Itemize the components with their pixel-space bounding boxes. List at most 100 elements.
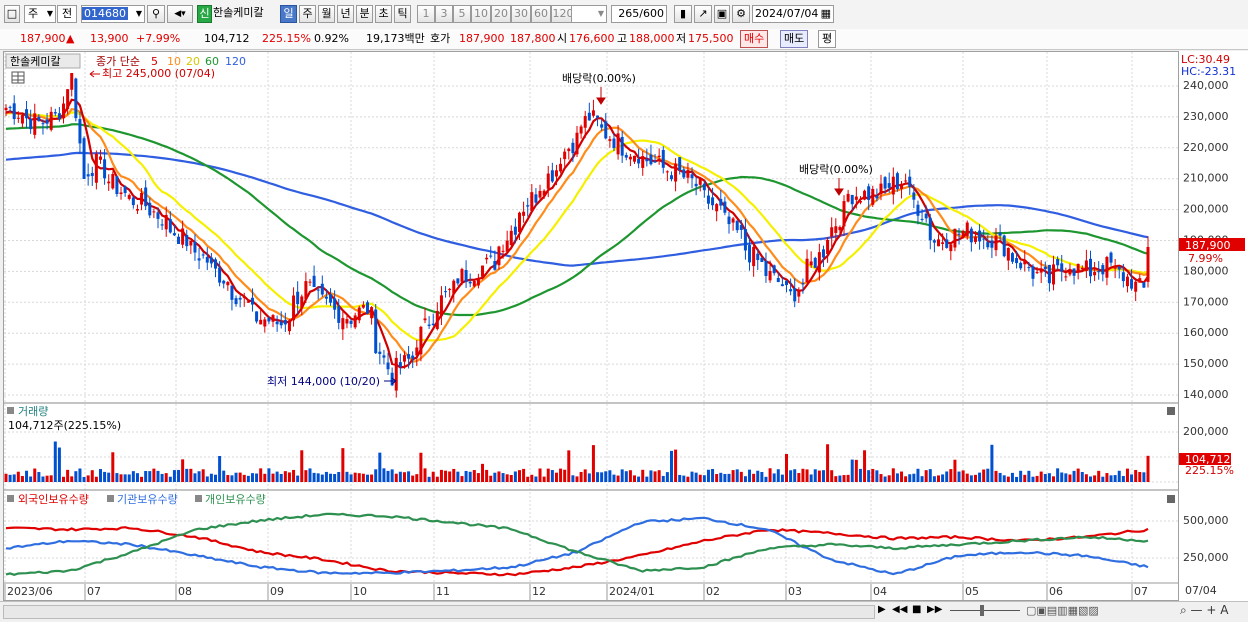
candle-body bbox=[1084, 260, 1088, 271]
draw-icon[interactable]: ↗ bbox=[694, 5, 712, 23]
prev-button[interactable]: 전 bbox=[57, 5, 77, 23]
interval-button[interactable]: 60 bbox=[531, 5, 551, 23]
volume-bar bbox=[156, 470, 160, 482]
volume-bar bbox=[238, 472, 242, 482]
volume-bar bbox=[793, 469, 797, 482]
candle-body bbox=[497, 246, 501, 266]
volume-bar bbox=[201, 469, 205, 482]
tab-period-6[interactable]: 틱 bbox=[394, 5, 411, 23]
volume-bar bbox=[49, 475, 53, 482]
volume-bar bbox=[218, 455, 222, 482]
panel-close-icon[interactable] bbox=[1167, 495, 1175, 503]
speaker-icon[interactable]: ◀▾ bbox=[167, 5, 193, 23]
volume-bar bbox=[579, 471, 583, 482]
scroll-bar[interactable]: ▶ ◀◀ ■ ▶▶ ▢▣▤▥▦▧▨ ⌕ — + A bbox=[0, 601, 1248, 622]
volume-bar bbox=[378, 452, 382, 482]
candle-body bbox=[579, 126, 583, 134]
volume-bar bbox=[559, 468, 563, 482]
scroll-track[interactable] bbox=[3, 605, 875, 619]
interval-button[interactable]: 10 bbox=[471, 5, 491, 23]
interval-input[interactable]: ▼ bbox=[571, 5, 607, 23]
interval-button[interactable]: 30 bbox=[511, 5, 531, 23]
candle-body bbox=[115, 176, 119, 195]
interval-button[interactable]: 1 bbox=[417, 5, 435, 23]
candle-body bbox=[678, 157, 682, 171]
last-volume-tag: 104,712 bbox=[1185, 453, 1231, 466]
tab-period-3[interactable]: 년 bbox=[337, 5, 354, 23]
volume-tick-label: 200,000 bbox=[1183, 425, 1229, 438]
market-select[interactable]: 주 ▼ bbox=[24, 5, 56, 23]
candle-body bbox=[986, 242, 990, 248]
candle-body bbox=[727, 216, 731, 225]
tab-period-5[interactable]: 초 bbox=[375, 5, 392, 23]
volume-bar bbox=[785, 453, 789, 482]
institution-legend: 기관보유수량 bbox=[117, 493, 178, 506]
volume-bar bbox=[222, 470, 226, 482]
forward-icon[interactable]: ▶▶ bbox=[927, 604, 943, 615]
date-input[interactable]: 2024/07/04 ▦ bbox=[752, 5, 834, 23]
save-icon[interactable]: ▣ bbox=[714, 5, 730, 23]
candle-body bbox=[834, 226, 838, 233]
zoom-slider[interactable] bbox=[950, 610, 1020, 611]
candle-body bbox=[801, 283, 805, 285]
layout-icon[interactable]: □ bbox=[4, 5, 20, 23]
rewind-icon[interactable]: ◀◀ bbox=[892, 604, 908, 615]
chart-canvas[interactable]: 한솔케미칼 종가 단순 5 10 20 60 120 최고 245,000 (0… bbox=[4, 52, 1178, 600]
candle-body bbox=[4, 107, 8, 111]
candle-body bbox=[612, 138, 616, 149]
candle-body bbox=[25, 109, 29, 119]
candle-body bbox=[674, 163, 678, 182]
holding-line-1 bbox=[5, 516, 1149, 576]
candle-body bbox=[776, 277, 780, 283]
volume-bar bbox=[98, 469, 102, 482]
scroll-right-icon[interactable]: ▶ bbox=[878, 604, 886, 615]
volume-bar bbox=[727, 473, 731, 482]
volume-bar bbox=[275, 471, 279, 482]
high-label: 고 bbox=[617, 32, 628, 45]
candle-body bbox=[1138, 278, 1142, 283]
volume-bar bbox=[813, 469, 817, 482]
candle-body bbox=[304, 281, 308, 300]
tab-period-4[interactable]: 분 bbox=[356, 5, 373, 23]
last-pct-tag: 7.99% bbox=[1188, 252, 1223, 265]
candle-body bbox=[337, 306, 341, 323]
price-axis[interactable]: LC:30.49 HC:-23.31 240,000 230,000 220,000… bbox=[1179, 51, 1248, 601]
gear-icon[interactable]: ⚙ bbox=[732, 5, 750, 23]
panel-handle-icon[interactable] bbox=[7, 495, 14, 502]
interval-button[interactable]: 5 bbox=[453, 5, 471, 23]
buy-button[interactable]: 매수 bbox=[740, 30, 769, 48]
stock-code-input[interactable]: 014680 ▼ bbox=[81, 5, 145, 23]
ma-legend-prefix: 종가 단순 bbox=[96, 55, 140, 68]
holding-tick-label: 500,000 bbox=[1183, 514, 1229, 527]
panel-close-icon[interactable] bbox=[1167, 407, 1175, 415]
volume-bar bbox=[460, 476, 464, 482]
candle-body bbox=[789, 289, 793, 292]
view-tools-icon[interactable]: ▢▣▤▥▦▧▨ bbox=[1026, 604, 1099, 617]
eval-button[interactable]: 평 bbox=[818, 30, 837, 48]
interval-button[interactable]: 3 bbox=[435, 5, 453, 23]
count-input[interactable]: 265/600 bbox=[611, 5, 667, 23]
tab-period-2[interactable]: 월 bbox=[318, 5, 335, 23]
zoom-slider-handle[interactable] bbox=[980, 605, 984, 616]
panel-handle-icon[interactable] bbox=[7, 407, 14, 414]
candle-body bbox=[628, 156, 632, 160]
candle-body bbox=[522, 211, 526, 216]
stop-icon[interactable]: ■ bbox=[912, 604, 922, 615]
candle-icon[interactable]: ▮ bbox=[674, 5, 692, 23]
ma20-legend: 20 bbox=[186, 55, 200, 68]
interval-button[interactable]: 20 bbox=[491, 5, 511, 23]
volume-bar bbox=[415, 474, 419, 482]
x-tick-last: 07/04 bbox=[1185, 584, 1217, 597]
candle-body bbox=[481, 265, 485, 277]
interval-button[interactable]: 120 bbox=[551, 5, 575, 23]
tab-period-1[interactable]: 주 bbox=[299, 5, 316, 23]
candle-body bbox=[546, 173, 550, 189]
sell-button[interactable]: 매도 bbox=[780, 30, 809, 48]
name-tab[interactable] bbox=[5, 53, 81, 69]
chart-area[interactable]: 한솔케미칼 종가 단순 5 10 20 60 120 최고 245,000 (0… bbox=[3, 51, 1179, 601]
candle-body bbox=[1002, 235, 1006, 257]
candle-body bbox=[756, 253, 760, 261]
tab-period-0[interactable]: 일 bbox=[280, 5, 297, 23]
search-icon[interactable]: ⚲ bbox=[147, 5, 165, 23]
zoom-tools-icon[interactable]: ⌕ — + A bbox=[1180, 603, 1229, 617]
